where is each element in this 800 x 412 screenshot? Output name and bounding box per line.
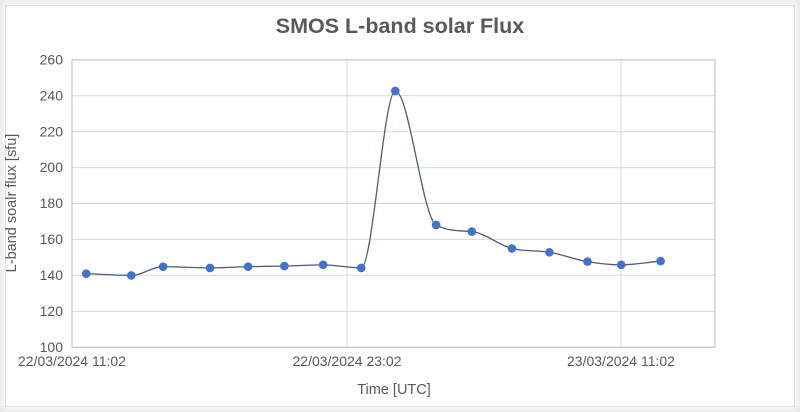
- svg-text:160: 160: [40, 231, 64, 247]
- svg-text:220: 220: [40, 123, 64, 139]
- svg-text:180: 180: [40, 195, 64, 211]
- svg-text:260: 260: [40, 52, 64, 68]
- svg-text:23/03/2024 11:02: 23/03/2024 11:02: [567, 353, 675, 369]
- svg-text:L-band soalr flux [sfu]: L-band soalr flux [sfu]: [4, 134, 20, 273]
- svg-text:22/03/2024 23:02: 22/03/2024 23:02: [293, 353, 402, 369]
- svg-text:22/03/2024 11:02: 22/03/2024 11:02: [18, 353, 126, 369]
- svg-text:140: 140: [40, 267, 64, 283]
- svg-text:Time [UTC]: Time [UTC]: [357, 382, 431, 398]
- svg-text:120: 120: [40, 303, 64, 319]
- svg-text:240: 240: [40, 87, 64, 103]
- svg-text:200: 200: [40, 159, 64, 175]
